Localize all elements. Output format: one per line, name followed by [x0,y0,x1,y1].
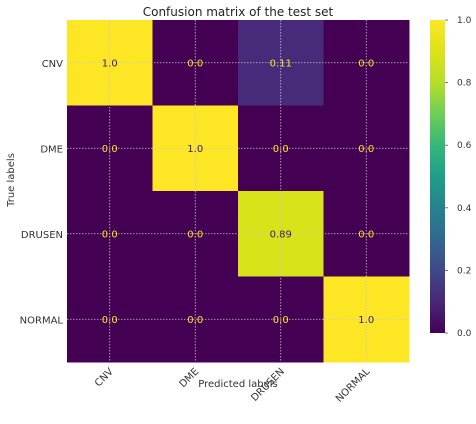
y-tick-label: NORMAL [20,315,64,326]
cell-value-label: 0.11 [270,58,292,69]
cell-value-label: 0.0 [273,144,289,155]
grid-lines [67,20,409,362]
x-axis-label: Predicted labels [198,379,278,390]
cell-value-label: 0.0 [358,144,374,155]
colorbar-tick-label: 0.2 [457,266,471,276]
cell-value-label: 0.0 [187,315,203,326]
y-tick-label: CNV [42,59,63,70]
cell-value-label: 0.0 [358,58,374,69]
cell-value-label: 1.0 [358,315,374,326]
y-tick-label: DRUSEN [21,230,63,241]
cell-value-label: 0.0 [102,229,118,240]
cell-value-label: 0.89 [270,229,292,240]
colorbar-tick-label: 0.4 [457,204,472,214]
colorbar-tick-label: 1.0 [457,16,472,26]
cell-value-label: 0.0 [102,315,118,326]
y-tick-labels: CNV DME DRUSEN NORMAL [20,59,64,327]
colorbar [430,20,445,333]
y-axis-label: True labels [6,153,17,208]
x-tick-label: CNV [93,366,116,389]
chart-title: Confusion matrix of the test set [143,5,334,19]
y-tick-label: DME [40,144,63,155]
colorbar-tick-label: 0.8 [457,79,472,89]
cell-value-label: 0.0 [102,144,118,155]
cell-value-label: 0.0 [358,229,374,240]
heatmap-cells [67,20,410,363]
cell-value-label: 0.0 [187,229,203,240]
colorbar-ticks: 0.0 0.2 0.4 0.6 0.8 1.0 [445,16,472,339]
cell-value-label: 1.0 [187,144,203,155]
cell-value-label: 0.0 [187,58,203,69]
colorbar-tick-label: 0.6 [457,141,472,151]
cell-value-labels: 1.0 0.0 0.11 0.0 0.0 1.0 0.0 0.0 0.0 0.0 0.89 0.0 0.… [102,58,374,326]
x-tick-label: NORMAL [334,366,373,405]
colorbar-tick-label: 0.0 [457,329,472,339]
cell-value-label: 1.0 [102,58,118,69]
cell-value-label: 0.0 [273,315,289,326]
